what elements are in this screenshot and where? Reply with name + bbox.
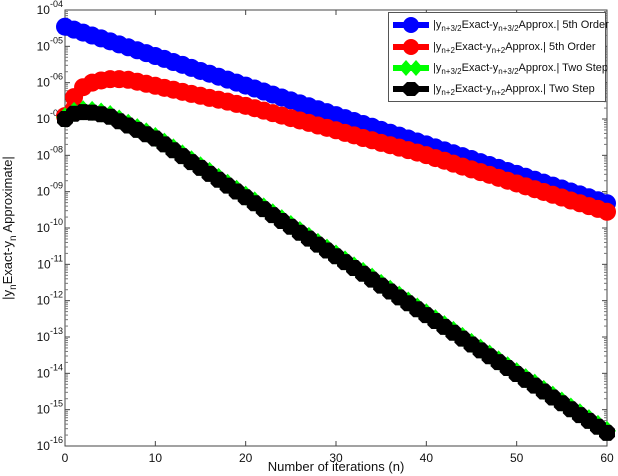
legend-item: |yn+3/2Exact-yn+3/2Approx.| Two Step [393,58,608,78]
y-tick-label: 10-11 [37,253,63,271]
y-axis-label: |ynExact-yn Approximate| [0,156,19,300]
x-tick-label: 40 [420,451,434,465]
legend-item: |yn+2Exact-yn+2Approx.| 5th Order [393,37,596,57]
y-tick-label: 10-15 [37,399,63,417]
x-tick-label: 20 [239,451,253,465]
x-tick-label: 10 [149,451,163,465]
y-tick-label: 10-07 [37,108,63,126]
y-tick-label: 10-05 [37,35,63,53]
series-1 [56,70,616,221]
legend-label: |yn+3/2Exact-yn+3/2Approx.| Two Step [433,62,609,76]
legend: |yn+3/2Exact-yn+3/2Approx.| 5th Order |y… [388,12,609,102]
legend-label: |yn+2Exact-yn+2Approx.| 5th Order [433,41,596,55]
y-tick-label: 10-08 [37,144,63,162]
data-point [598,202,616,221]
legend-marker-circle-icon [393,17,429,33]
y-tick-label: 10-04 [37,0,63,17]
y-tick-label: 10-16 [37,435,63,453]
y-tick-label: 10-13 [37,326,63,344]
x-tick-label: 50 [510,451,524,465]
y-tick-label: 10-06 [37,72,63,90]
y-tick-label: 10-09 [37,181,63,199]
data-point [599,424,615,441]
x-tick-label: 0 [62,451,69,465]
legend-marker-circle-icon [393,39,429,55]
legend-item: |yn+2Exact-yn+2Approx.| Two Step [393,79,595,99]
y-tick-label: 10-14 [37,362,63,380]
legend-marker-cross-icon [393,82,429,96]
y-tick-label: 10-10 [37,217,63,235]
series-3 [57,104,615,441]
legend-label: |yn+3/2Exact-yn+3/2Approx.| 5th Order [433,19,609,33]
legend-marker-diamond-icon [393,60,429,76]
x-tick-label: 30 [329,451,343,465]
plot-marks [56,17,616,441]
x-tick-label: 60 [600,451,614,465]
legend-item: |yn+3/2Exact-yn+3/2Approx.| 5th Order [393,15,609,35]
y-tick-label: 10-12 [37,290,63,308]
legend-label: |yn+2Exact-yn+2Approx.| Two Step [433,83,595,97]
x-axis-label: Number of iterations (n) [268,459,405,474]
